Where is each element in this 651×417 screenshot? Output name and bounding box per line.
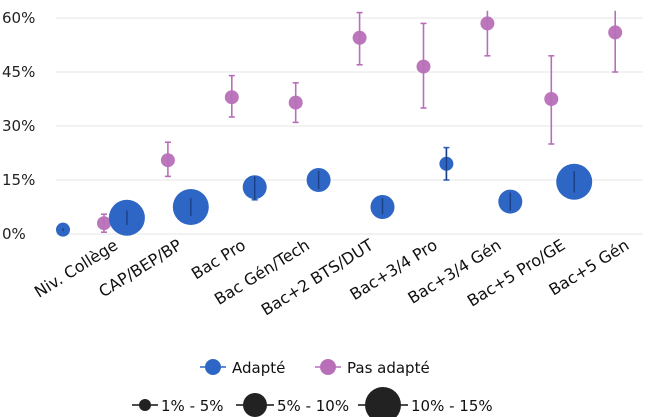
y-tick-label: 60% [2, 9, 35, 27]
y-tick-label: 15% [2, 171, 35, 189]
data-point [416, 59, 431, 74]
data-point [544, 92, 559, 106]
size-legend-label: 1% - 5% [161, 397, 224, 415]
y-tick-label: 0% [2, 225, 26, 243]
size-legend-marker [365, 387, 401, 417]
size-legend-label: 5% - 10% [277, 397, 349, 415]
data-point [480, 16, 495, 31]
category-label: Bac+2 BTS/DUT [258, 235, 377, 319]
y-tick-label: 45% [2, 63, 35, 81]
legend-marker [320, 359, 336, 375]
data-point [160, 153, 175, 168]
legend-marker [205, 359, 221, 375]
y-tick-label: 30% [2, 117, 35, 135]
data-point [97, 216, 111, 231]
legend-label: Pas adapté [347, 359, 430, 377]
data-point [288, 95, 303, 110]
legend-label: Adapté [232, 359, 285, 377]
size-legend-marker [243, 393, 267, 417]
data-point [224, 90, 239, 105]
data-point [608, 25, 623, 40]
size-legend-label: 10% - 15% [411, 397, 493, 415]
data-point [352, 30, 367, 45]
size-legend-marker [139, 399, 151, 411]
